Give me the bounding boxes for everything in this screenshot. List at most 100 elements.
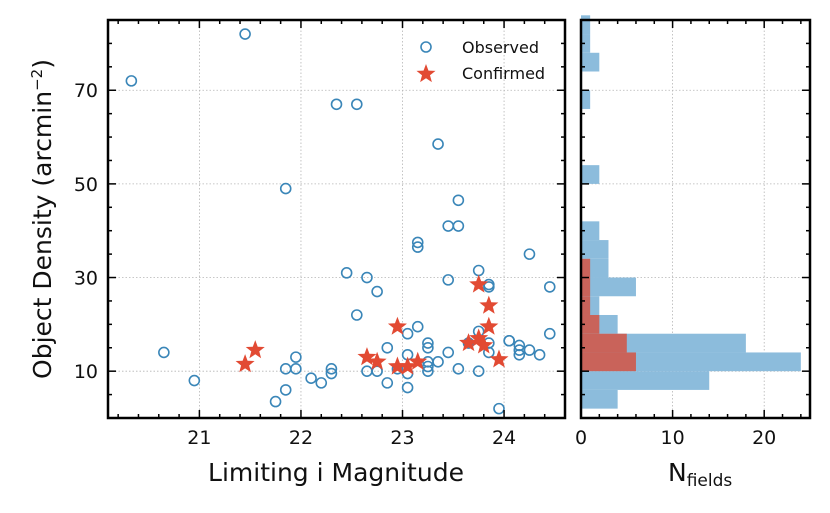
- confirmed-point: [387, 316, 407, 335]
- confirmed-histogram-bar: [581, 314, 600, 334]
- observed-point: [513, 348, 526, 361]
- observed-point: [340, 267, 353, 279]
- observed-histogram-bar: [581, 90, 591, 109]
- y-tick-label: 50: [74, 174, 98, 196]
- observed-point: [381, 341, 394, 354]
- observed-histogram-bar: [581, 240, 609, 259]
- confirmed-point: [408, 351, 428, 370]
- observed-point: [325, 363, 338, 375]
- confirmed-point: [479, 316, 499, 335]
- observed-point: [543, 327, 556, 340]
- observed-point: [442, 274, 455, 286]
- confirmed-point: [387, 356, 407, 375]
- observed-point: [290, 363, 302, 375]
- observed-point: [523, 344, 536, 356]
- observed-point: [422, 360, 434, 373]
- observed-series: [125, 28, 556, 415]
- observed-point: [330, 98, 343, 111]
- confirmed-point: [245, 340, 265, 359]
- observed-point: [351, 98, 363, 111]
- observed-point: [442, 220, 455, 232]
- y-tick-label: 10: [74, 361, 98, 383]
- histogram-frame: [579, 18, 812, 420]
- observed-point: [483, 346, 495, 359]
- confirmed-point: [489, 349, 509, 368]
- confirmed-point: [357, 347, 377, 366]
- x-tick-label: 24: [492, 427, 516, 449]
- confirmed-histogram-bar: [581, 277, 591, 297]
- observed-point: [325, 367, 338, 380]
- observed-point: [422, 337, 434, 349]
- observed-point: [422, 341, 434, 354]
- observed-point: [279, 384, 292, 396]
- observed-point: [533, 348, 546, 361]
- confirmed-histogram-bar: [581, 333, 627, 353]
- observed-histogram-bar: [581, 15, 591, 35]
- observed-point: [371, 285, 383, 298]
- observed-point: [290, 351, 302, 363]
- confirmed-point: [367, 351, 387, 370]
- confirmed-point: [474, 335, 494, 354]
- observed-point: [452, 363, 465, 375]
- observed-point: [411, 320, 424, 333]
- confirmed-point: [235, 354, 255, 373]
- y-axis-label-close: ): [28, 59, 57, 69]
- legend-confirmed-marker: [416, 64, 436, 83]
- confirmed-point: [459, 333, 479, 352]
- histogram-x-tick-label: 10: [661, 427, 685, 449]
- y-axis-label-superscript: −2: [28, 69, 46, 91]
- observed-point: [125, 75, 138, 87]
- confirmed-histogram-bar: [581, 296, 591, 315]
- observed-point: [188, 374, 201, 387]
- histogram-ticks: [580, 20, 810, 418]
- histogram-panel: 0 10 20 Nfields: [575, 15, 812, 491]
- observed-point: [351, 309, 363, 321]
- observed-point: [472, 264, 485, 277]
- observed-point: [452, 220, 465, 232]
- observed-histogram-bar: [581, 277, 636, 297]
- observed-point: [442, 346, 455, 359]
- legend-confirmed-label: Confirmed: [462, 64, 545, 83]
- observed-point: [432, 356, 444, 368]
- observed-point: [401, 327, 414, 340]
- y-axis-label: Object Density (arcmin−2): [28, 59, 57, 379]
- observed-point: [503, 334, 515, 347]
- observed-point: [361, 365, 373, 377]
- confirmed-point: [469, 328, 489, 347]
- observed-histogram-bar: [581, 52, 600, 72]
- legend: Observed Confirmed: [416, 38, 545, 83]
- scatter-ticks: [108, 20, 566, 418]
- observed-point: [493, 402, 505, 415]
- x-axis-label: Limiting i Magnitude: [208, 458, 464, 487]
- confirmed-point: [479, 295, 499, 314]
- y-tick-label: 70: [74, 80, 98, 102]
- observed-point: [279, 363, 292, 375]
- x-tick-label: 21: [187, 427, 211, 449]
- observed-point: [543, 281, 556, 293]
- observed-point: [381, 377, 394, 389]
- histogram-x-axis-label: Nfields: [668, 458, 732, 491]
- observed-point: [158, 346, 170, 359]
- histogram-x-tick-label: 0: [575, 427, 587, 449]
- observed-point: [472, 365, 485, 377]
- histogram-x-tick-label: 20: [752, 427, 776, 449]
- y-axis-label-main: Object Density (arcmin: [28, 91, 57, 379]
- confirmed-point: [398, 356, 418, 375]
- legend-observed-marker: [420, 41, 432, 53]
- observed-point: [452, 194, 465, 207]
- observed-point: [279, 182, 292, 195]
- confirmed-histogram: [581, 258, 636, 372]
- observed-point: [305, 372, 317, 385]
- observed-histogram-bar: [581, 221, 600, 241]
- histogram-x-label-main: N: [668, 458, 687, 487]
- scatter-frame: [106, 18, 567, 420]
- legend-observed-label: Observed: [462, 38, 539, 57]
- observed-histogram-bar: [581, 371, 710, 390]
- confirmed-histogram-bar: [581, 352, 636, 372]
- observed-point: [239, 28, 251, 40]
- observed-point: [523, 248, 536, 260]
- observed-point: [411, 236, 424, 249]
- x-tick-label: 22: [289, 427, 313, 449]
- observed-histogram-bar: [581, 389, 618, 409]
